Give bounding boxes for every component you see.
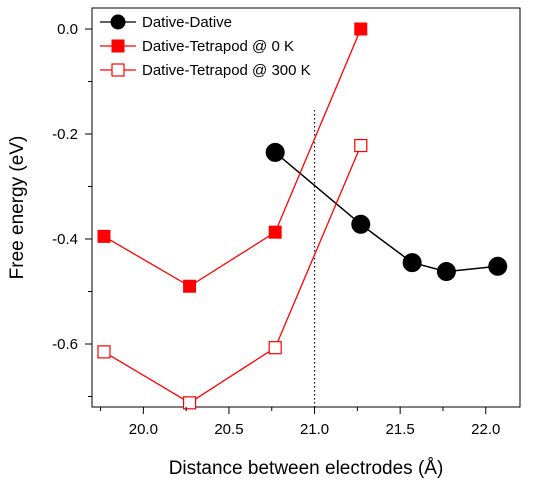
x-tick-label: 20.5 xyxy=(214,421,243,438)
legend-label: Dative-Tetrapod @ 300 K xyxy=(142,62,311,79)
data-point xyxy=(488,256,508,276)
data-point xyxy=(436,262,456,282)
series-layer xyxy=(97,22,508,410)
data-point xyxy=(97,345,111,359)
series-2 xyxy=(97,138,368,410)
plot-frame xyxy=(91,7,521,408)
series-0 xyxy=(265,142,508,282)
legend-marker xyxy=(111,63,125,77)
series-line xyxy=(103,145,362,404)
data-point xyxy=(351,214,371,234)
x-tick-label: 21.0 xyxy=(300,421,329,438)
legend-marker xyxy=(111,39,125,53)
y-tick-label: -0.6 xyxy=(52,336,78,353)
series-line xyxy=(103,28,362,288)
plot-area xyxy=(91,7,521,408)
x-axis: 20.0 20.5 21.0 21.5 22.0 xyxy=(100,407,500,438)
y-tick-label: 0.0 xyxy=(57,21,78,38)
data-point xyxy=(268,225,282,239)
x-tick-label: 21.5 xyxy=(386,421,415,438)
legend-label: Dative-Dative xyxy=(142,14,232,31)
y-tick-label: -0.4 xyxy=(52,231,78,248)
y-axis: 0.0 -0.2 -0.4 -0.6 xyxy=(52,21,92,397)
x-axis-title: Distance between electrodes (Å) xyxy=(169,458,444,479)
legend: Dative-Dative Dative-Tetrapod @ 0 K Dative… xyxy=(100,14,311,79)
y-axis-title: Free energy (eV) xyxy=(7,136,28,280)
data-point xyxy=(182,396,197,410)
data-point xyxy=(268,341,282,355)
data-point xyxy=(265,142,285,162)
data-point xyxy=(97,229,111,243)
legend-label: Dative-Tetrapod @ 0 K xyxy=(142,38,294,55)
data-point xyxy=(354,22,368,36)
data-point xyxy=(183,279,197,293)
data-point xyxy=(354,138,368,153)
x-tick-label: 20.0 xyxy=(129,421,158,438)
legend-marker xyxy=(110,14,126,30)
series-line xyxy=(274,151,498,273)
series-1 xyxy=(97,22,368,293)
y-tick-label: -0.2 xyxy=(52,126,78,143)
x-tick-label: 22.0 xyxy=(471,421,500,438)
data-point xyxy=(402,253,422,273)
